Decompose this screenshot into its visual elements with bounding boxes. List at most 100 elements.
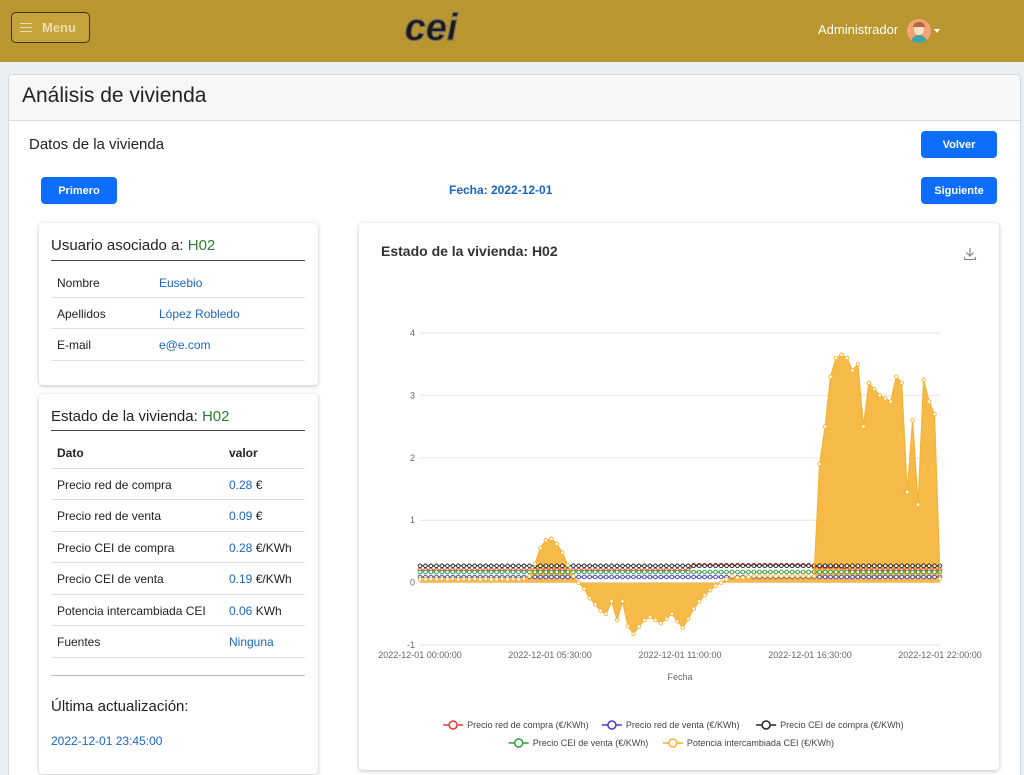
data-point [603, 574, 609, 580]
data-point [587, 569, 592, 575]
state-row-label: Precio CEI de venta [57, 572, 164, 586]
data-point [477, 569, 483, 575]
user-dropdown-caret-icon[interactable] [934, 29, 940, 33]
data-point [467, 569, 472, 575]
data-point [926, 399, 932, 404]
state-row: Precio red de compra 0.28 € [51, 469, 305, 500]
state-row-label: Fuentes [57, 635, 101, 649]
data-point [417, 577, 423, 582]
data-point [647, 569, 653, 575]
data-point [696, 574, 702, 580]
data-point [625, 624, 631, 629]
last-update-value: 2022-12-01 23:45:00 [51, 734, 163, 748]
data-point [789, 563, 795, 569]
y-tick-label: -1 [407, 640, 415, 650]
data-point [636, 574, 642, 580]
data-point [746, 569, 751, 575]
data-point [631, 574, 636, 580]
data-point [658, 574, 664, 580]
data-point [800, 574, 806, 579]
user-name[interactable]: Administrador [818, 22, 899, 37]
user-row-value: e@e.com [159, 338, 211, 352]
data-point [675, 569, 680, 575]
data-point [696, 599, 702, 604]
data-point [664, 569, 669, 575]
panel-header: Análisis de vivienda [9, 75, 1020, 121]
data-point [675, 563, 680, 569]
data-point [576, 569, 581, 575]
x-tick-label: 2022-12-01 11:00:00 [639, 650, 722, 660]
data-point [488, 569, 494, 575]
user-card-title: Usuario asociado a: H02 [51, 237, 216, 254]
data-point [751, 574, 757, 579]
data-point [527, 574, 532, 579]
user-row-value: Eusebio [159, 276, 203, 290]
next-button[interactable]: Siguiente [921, 177, 997, 204]
data-point [861, 569, 866, 575]
data-point [543, 569, 549, 575]
data-point [658, 563, 664, 569]
data-point [505, 577, 510, 582]
data-point [494, 569, 499, 575]
data-point [510, 563, 516, 569]
download-icon[interactable] [963, 247, 977, 261]
data-point [653, 569, 658, 575]
data-point [554, 574, 560, 580]
data-point [434, 569, 439, 575]
data-point [817, 461, 822, 467]
data-point [598, 563, 603, 569]
data-point [828, 374, 833, 379]
data-point [828, 569, 833, 575]
first-button[interactable]: Primero [41, 177, 117, 204]
data-point [866, 574, 872, 580]
y-tick-label: 2 [410, 453, 415, 463]
data-point [691, 563, 696, 569]
data-point [696, 563, 702, 569]
data-point [581, 574, 587, 580]
chart-card: Estado de la vivienda: H02 -1 0 1 2 3 4 2022-1… [359, 223, 999, 770]
data-point [625, 574, 631, 580]
data-point [428, 563, 434, 569]
x-tick-label: 2022-12-01 16:30:00 [768, 650, 852, 660]
data-point [883, 563, 888, 569]
data-point [592, 563, 598, 569]
data-point [932, 563, 937, 569]
data-point [877, 393, 883, 398]
data-point [926, 574, 932, 580]
data-point [581, 569, 587, 575]
menu-button[interactable]: Menu [11, 12, 90, 43]
data-point [899, 380, 904, 386]
data-point [932, 574, 937, 580]
data-point [664, 616, 669, 622]
data-point [609, 599, 614, 604]
data-point [636, 624, 642, 629]
data-point [631, 631, 636, 637]
data-point [735, 575, 740, 580]
data-point [789, 574, 795, 579]
data-point [631, 563, 636, 569]
state-row: Precio red de venta 0.09 € [51, 500, 305, 532]
user-avatar-icon[interactable] [907, 19, 931, 43]
data-point [560, 569, 565, 575]
data-point [872, 563, 877, 569]
x-axis-label: Fecha [667, 672, 692, 682]
data-point [456, 569, 461, 575]
data-point [527, 563, 532, 569]
state-card: Estado de la vivienda: H02 Dato valor Pr… [39, 394, 318, 774]
data-point [456, 563, 461, 569]
state-row-label: Potencia intercambiada CEI [57, 604, 206, 618]
data-point [653, 574, 658, 580]
data-point [768, 574, 773, 579]
last-update-label: Última actualización: [51, 698, 189, 715]
data-point [893, 569, 899, 575]
data-point [620, 574, 625, 580]
data-point [817, 574, 822, 580]
data-point [510, 569, 516, 575]
data-point [702, 592, 707, 598]
data-point [510, 576, 516, 582]
x-tick-label: 2022-12-01 05:30:00 [508, 650, 592, 660]
data-point [647, 563, 653, 569]
back-button[interactable]: Volver [921, 131, 997, 158]
data-point [543, 537, 549, 543]
data-point [861, 563, 866, 569]
